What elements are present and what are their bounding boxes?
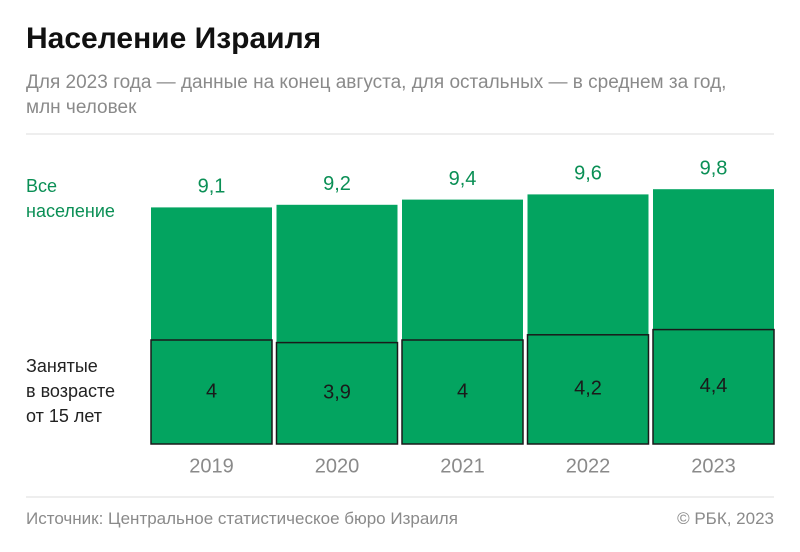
series-label: Занятые в возрасте от 15 лет <box>26 356 116 426</box>
x-tick-label: 2023 <box>691 455 736 477</box>
x-tick-label: 2022 <box>566 455 611 477</box>
series-label: Все население <box>26 176 115 221</box>
chart-subtitle: Для 2023 года — данные на конец августа,… <box>26 72 727 118</box>
value-label: 9,6 <box>574 163 602 185</box>
chart-title: Население Израиля <box>26 22 322 55</box>
value-label: 4,2 <box>574 378 602 400</box>
bar <box>275 341 399 445</box>
value-label: 4 <box>206 380 217 402</box>
value-label: 4,4 <box>700 375 728 397</box>
copyright: © РБК, 2023 <box>677 509 774 528</box>
value-label: 9,1 <box>198 176 226 198</box>
value-label: 9,2 <box>323 173 351 195</box>
source: Источник: Центральное статистическое бюр… <box>26 509 458 528</box>
x-tick-label: 2019 <box>189 455 234 477</box>
bar <box>401 339 524 445</box>
x-tick-label: 2020 <box>315 455 360 477</box>
bar <box>150 339 273 445</box>
x-tick-label: 2021 <box>440 455 485 477</box>
value-label: 4 <box>457 380 468 402</box>
value-label: 9,8 <box>700 157 728 179</box>
value-label: 3,9 <box>323 382 351 404</box>
bar <box>652 328 775 445</box>
bar <box>526 334 650 445</box>
value-label: 9,4 <box>449 168 477 190</box>
